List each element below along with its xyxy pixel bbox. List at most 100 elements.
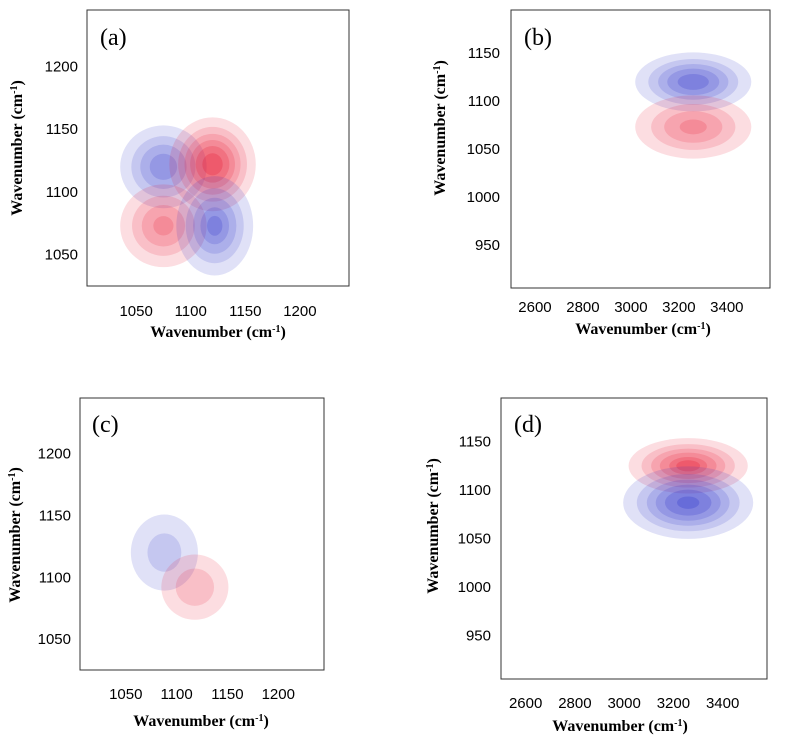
y-tick-label-1150: 1150	[468, 45, 500, 62]
contour-peak-1-level-6	[676, 460, 701, 472]
panel-d-y-axis-title: Wavenumber (cm-1)	[425, 458, 443, 594]
contour-peak-1-level-1	[130, 514, 198, 591]
panel-b-label: (b)	[524, 25, 552, 51]
contour-peak-3-level-2	[132, 195, 195, 256]
contour-peak-2-level-1	[169, 117, 256, 212]
contour-peak-2-level-5	[664, 489, 712, 516]
contour-peak-4-level-1	[176, 176, 254, 276]
panel-d-heatmap	[623, 438, 754, 539]
panel-c-label: (c)	[92, 412, 119, 438]
panel-b-x-ticks: 2600 2800 3000 3200 3400	[518, 299, 743, 316]
y-tick-label-1000: 1000	[467, 189, 500, 206]
contour-peak-2-level-1	[623, 466, 754, 539]
contour-peak-2-level-3	[646, 479, 730, 526]
contour-peak-1-level-5	[677, 73, 709, 90]
x-tick-label-2800: 2800	[558, 695, 591, 712]
panel-c-x-axis-title: Wavenumber (cm-1)	[133, 713, 269, 731]
y-tick-label-950: 950	[475, 237, 500, 254]
panel-c-frame	[79, 397, 325, 671]
y-tick-label-1200: 1200	[38, 446, 71, 463]
contour-peak-2-level-2	[636, 474, 740, 532]
panel-c-y-ticks: 1050 1100 1150 1200	[38, 446, 71, 648]
contour-peak-4-level-5	[207, 215, 223, 236]
panel-b-heatmap	[635, 52, 752, 159]
x-tick-label-2600: 2600	[518, 299, 551, 316]
x-tick-label-3000: 3000	[614, 299, 647, 316]
x-tick-label-1150: 1150	[229, 303, 261, 320]
panel-a-y-axis-title: Wavenumber (cm-1)	[9, 80, 27, 216]
contour-peak-2-level-2	[175, 568, 215, 606]
x-tick-label-2800: 2800	[566, 299, 599, 316]
panel-d-y-ticks: 950 1000 1050 1100 1150	[458, 434, 491, 645]
x-tick-label-1200: 1200	[283, 303, 316, 320]
x-tick-label-1050: 1050	[109, 686, 142, 703]
x-tick-label-1050: 1050	[119, 303, 152, 320]
panel-c-y-axis-title: Wavenumber (cm-1)	[7, 467, 25, 603]
y-tick-label-1050: 1050	[38, 631, 71, 648]
contour-peak-1-level-1	[628, 438, 748, 494]
y-tick-label-1150: 1150	[46, 121, 78, 138]
y-tick-label-950: 950	[466, 627, 491, 644]
panel-b-y-ticks: 950 1000 1050 1100 1150	[467, 45, 500, 254]
contour-peak-2-level-2	[178, 126, 247, 202]
contour-peak-1-level-4	[667, 68, 720, 96]
contour-peak-2-level-4	[655, 484, 721, 521]
y-tick-label-1000: 1000	[458, 579, 491, 596]
y-tick-label-1150: 1150	[39, 507, 71, 524]
panel-c-x-ticks: 1050 1100 1150 1200	[109, 686, 295, 703]
contour-peak-1-level-3	[658, 64, 729, 100]
panel-a-label: (a)	[100, 25, 127, 51]
panel-b-y-axis-title: Wavenumber (cm-1)	[432, 60, 450, 196]
panel-c: 1050 1100 1150 1200 1050 1100 1150 1200 (c) Wa…	[7, 397, 325, 731]
y-tick-label-1050: 1050	[45, 247, 78, 264]
contour-peak-4-level-3	[193, 197, 237, 254]
panel-a-y-ticks: 1050 1100 1150 1200	[45, 58, 78, 263]
x-tick-label-3000: 3000	[607, 695, 640, 712]
contour-peak-1-level-5	[669, 456, 708, 475]
contour-peak-1-level-2	[147, 533, 182, 572]
panel-b: 2600 2800 3000 3200 3400 950 1000 1050 1100 1150…	[432, 9, 771, 338]
y-tick-label-1050: 1050	[467, 141, 500, 158]
contour-peak-1-level-2	[131, 136, 196, 198]
panel-d-frame	[500, 397, 768, 680]
contour-peak-2-level-4	[190, 139, 235, 189]
panel-d-x-ticks: 2600 2800 3000 3200 3400	[509, 695, 739, 712]
contour-peak-1-level-3	[140, 144, 187, 189]
y-tick-label-1100: 1100	[468, 93, 500, 110]
panel-a-frame	[86, 9, 350, 287]
contour-peak-2-level-6	[202, 153, 223, 176]
panel-a-x-axis-title: Wavenumber (cm-1)	[150, 324, 286, 342]
x-tick-label-1100: 1100	[160, 686, 192, 703]
contour-peak-3-level-1	[120, 184, 207, 268]
contour-peak-1-level-4	[659, 452, 717, 480]
x-tick-label-1100: 1100	[175, 303, 207, 320]
contour-peak-2-level-4	[679, 119, 707, 135]
y-tick-label-1100: 1100	[39, 569, 71, 586]
y-tick-label-1150: 1150	[459, 434, 491, 451]
contour-peak-3-level-3	[141, 205, 186, 247]
x-tick-label-3400: 3400	[706, 695, 739, 712]
contour-peak-3-level-4	[153, 216, 174, 236]
contour-peak-1-level-1	[635, 52, 752, 112]
y-tick-label-1200: 1200	[45, 58, 78, 75]
contour-peak-2-level-2	[651, 103, 736, 150]
contour-peak-1-level-3	[651, 448, 726, 484]
panel-d-label: (d)	[514, 412, 542, 438]
panel-a-x-ticks: 1050 1100 1150 1200	[119, 303, 316, 320]
x-tick-label-3200: 3200	[662, 299, 695, 316]
contour-peak-1-level-2	[648, 59, 739, 105]
contour-peak-1-level-1	[120, 125, 207, 209]
contour-peak-2-level-1	[161, 554, 229, 620]
y-tick-label-1050: 1050	[458, 531, 491, 548]
contour-peak-2-level-3	[184, 133, 241, 195]
contour-peak-2-level-6	[677, 496, 700, 509]
panel-d-x-axis-title: Wavenumber (cm-1)	[552, 718, 688, 736]
x-tick-label-1200: 1200	[262, 686, 295, 703]
contour-peak-2-level-5	[195, 146, 230, 183]
contour-peak-1-level-2	[641, 444, 735, 488]
panel-a-heatmap	[120, 117, 256, 276]
x-tick-label-3400: 3400	[710, 299, 743, 316]
x-tick-label-1150: 1150	[211, 686, 243, 703]
contour-peak-2-level-3	[664, 111, 723, 143]
